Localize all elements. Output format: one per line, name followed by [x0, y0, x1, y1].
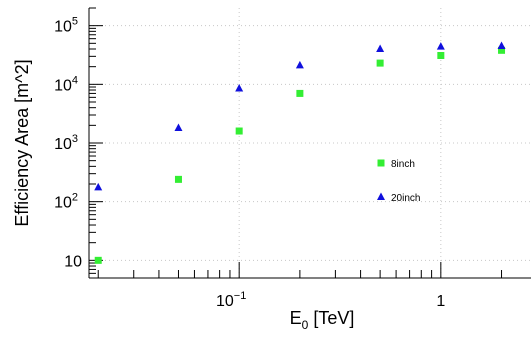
series-20inch [94, 41, 506, 191]
y-tick-label: 10 [64, 253, 82, 270]
data-point [437, 52, 445, 60]
x-axis-title: E0 [TeV] [290, 308, 355, 332]
points-layer [94, 41, 506, 264]
data-point [498, 46, 506, 54]
legend-label: 8inch [391, 159, 415, 170]
legend-label: 20inch [391, 193, 420, 204]
grid-layer [89, 8, 531, 278]
series-8inch [94, 46, 506, 264]
data-point [94, 256, 102, 264]
data-point [296, 89, 304, 97]
axes-layer [88, 7, 531, 279]
legend-marker-8inch [377, 159, 385, 167]
data-point [376, 44, 385, 53]
y-tick-label: 103 [54, 133, 78, 153]
labels-layer: 10−1 1 10 102 103 104 105 E0 [TeV] Efficiency Ar… [12, 16, 445, 332]
data-point [436, 42, 445, 50]
data-point [376, 59, 384, 67]
data-point [295, 60, 304, 69]
y-tick-label: 105 [54, 16, 78, 36]
y-axis-title: Efficiency Area [m^2] [12, 59, 32, 226]
y-tick-label: 102 [54, 192, 78, 212]
legend: 8inch 20inch [377, 159, 420, 204]
data-point [174, 123, 183, 132]
y-tick-label: 104 [54, 74, 78, 94]
data-point [174, 175, 182, 183]
data-point [497, 41, 506, 50]
data-point [235, 127, 243, 135]
data-point [94, 182, 103, 191]
x-tick-label: 1 [436, 293, 445, 310]
legend-marker-20inch [377, 192, 385, 200]
data-point [235, 83, 244, 92]
x-tick-label: 10−1 [216, 290, 246, 310]
